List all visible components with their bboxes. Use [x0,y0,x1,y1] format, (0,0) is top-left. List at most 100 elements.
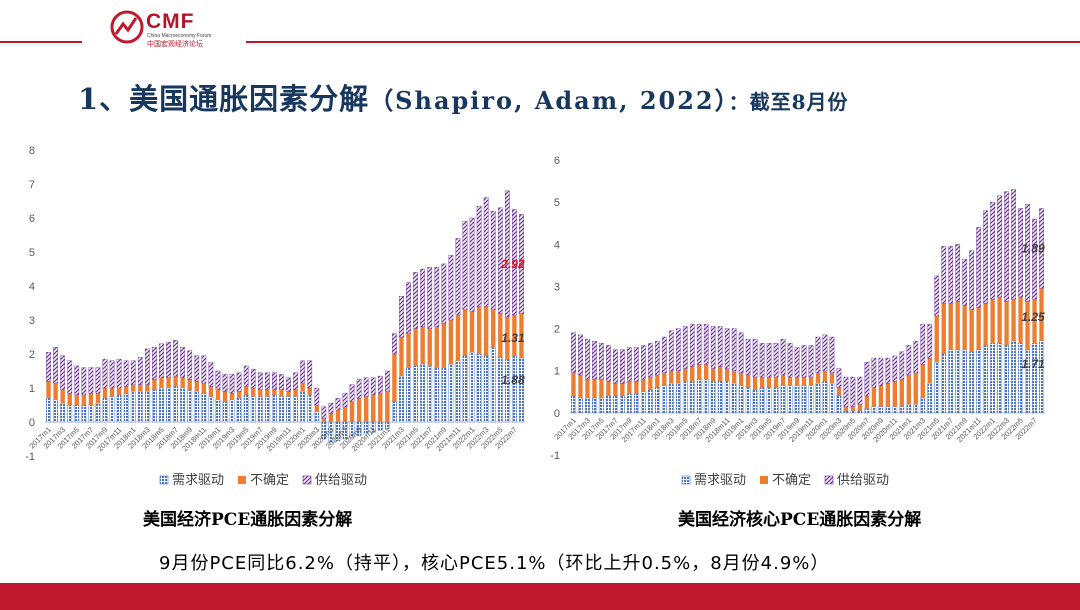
supply-bar [307,360,313,389]
demand-bar [640,391,646,414]
supply-bar [413,272,418,329]
demand-bar [434,367,440,423]
uncertain-bar [307,388,312,395]
supply-bar [53,346,58,384]
uncertain-bar [60,389,65,404]
demand-bar [920,397,926,414]
demand-bar [74,404,80,423]
demand-bar [476,353,482,423]
uncertain-bar [885,383,890,407]
supply-bar [913,341,919,374]
supply-bar [406,282,411,334]
uncertain-bar [53,382,58,400]
demand-bar [871,406,877,414]
supply-bar [194,355,200,382]
uncertain-bar [81,394,87,405]
supply-bar [731,328,737,371]
uncertain-bar [794,377,800,386]
legend-label: 不确定 [772,473,811,488]
uncertain-bar [74,394,79,405]
demand-bar [857,410,863,414]
demand-bar [60,403,66,423]
brand-subtitle-en: China Macroeconomy Forum [147,33,212,39]
demand-bar [668,383,674,414]
uncertain-bar [222,391,228,402]
uncertain-bar [920,364,925,399]
caption-left: 美国经济PCE通胀因素分解 [143,510,353,530]
supply-bar [377,375,383,394]
uncertain-bar [718,366,723,382]
demand-bar [808,385,814,414]
supply-bar [222,374,228,392]
demand-bar [794,385,800,414]
header-line-left [0,41,82,43]
uncertain-bar [342,406,348,422]
demand-bar [627,393,632,414]
uncertain-bar [413,328,418,366]
supply-bar [689,324,695,367]
demand-bar [109,396,115,423]
supply-bar [1025,204,1030,302]
demand-bar [585,397,590,414]
legend-label: 不确定 [250,473,289,488]
demand-bar [215,399,221,423]
core-pce-decomposition-chart: -101234562017m12017m32017m52017m72017m92… [550,155,1045,488]
uncertain-bar [498,313,503,358]
supply-bar [109,360,115,389]
legend: 需求驱动 不确定 供给驱动 [681,473,889,488]
demand-bar [815,383,821,414]
uncertain-bar [606,381,611,396]
footer-bar [0,583,1080,610]
supply-bar [243,365,249,387]
supply-bar [102,358,108,389]
uncertain-bar [67,393,72,405]
y-tick-label: 6 [29,213,35,225]
uncertain-bar [815,372,821,384]
demand-bar [731,383,737,414]
demand-bar [906,404,912,414]
uncertain-bar [131,384,136,392]
supply-bar [321,406,327,419]
demand-bar [420,363,426,423]
demand-bar [314,411,320,423]
demand-bar [899,406,905,414]
supply-bar [349,384,355,402]
supply-bar [766,343,772,378]
supply-bar [116,358,122,389]
uncertain-bar [519,313,524,359]
demand-bar [427,365,433,423]
demand-bar [885,406,891,414]
demand-bar [166,387,171,423]
y-tick-label: 1 [29,383,35,395]
uncertain-bar [571,372,576,396]
supply-bar [264,372,270,390]
demand-bar [913,404,919,414]
title-prefix: 1、美国通胀因素分解 [78,82,370,116]
y-tick-label: 6 [554,155,560,167]
demand-bar [766,387,772,414]
cmf-logo-icon [110,10,144,44]
demand-bar [703,378,709,414]
demand-bar [997,343,1002,414]
supply-bar [675,328,681,371]
uncertain-bar [871,387,877,407]
demand-bar [512,355,517,423]
demand-bar [46,398,51,423]
supply-bar [144,348,150,385]
supply-bar [620,349,625,384]
supply-bar [899,351,905,380]
supply-bar [571,332,576,374]
supply-bar [1011,189,1016,300]
supply-bar [250,369,256,389]
caption-right: 美国经济核心PCE通胀因素分解 [678,510,922,530]
uncertain-bar [864,396,870,409]
data-label: 1.25 [1021,310,1045,324]
uncertain-bar [420,326,425,365]
uncertain-bar [913,372,918,405]
uncertain-bar [399,337,404,377]
supply-bar [257,372,263,390]
uncertain-bar [483,306,489,356]
uncertain-bar [356,398,362,422]
uncertain-bar [906,374,911,405]
demand-bar [801,385,807,414]
